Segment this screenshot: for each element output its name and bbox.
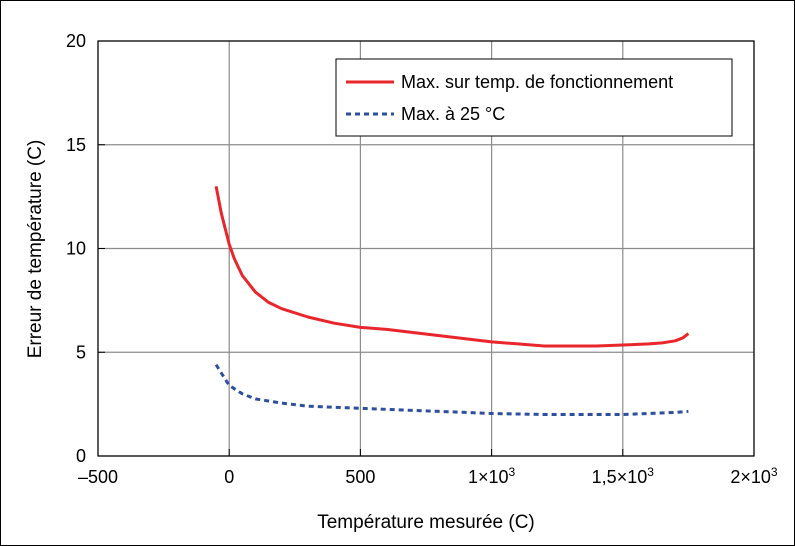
x-tick-label: 1×103 [468,465,516,487]
x-tick-label: –500 [78,467,118,487]
y-tick-label: 10 [66,239,86,259]
legend: Max. sur temp. de fonctionnement Max. à … [335,58,733,137]
x-tick-label: 0 [224,467,234,487]
series-line-25c [214,363,689,416]
x-tick-exponent: 3 [647,465,654,479]
legend-box [335,58,733,137]
y-tick-label: 5 [76,342,86,362]
y-tick-label: 15 [66,135,86,155]
x-tick-label: 2×103 [730,465,778,487]
y-tick-label: 20 [66,31,86,51]
x-tick-label: 1,5×103 [592,465,655,487]
y-axis-title: Erreur de température (C) [25,140,46,359]
series-layer [214,186,690,416]
x-tick-label: 500 [345,467,375,487]
x-axis-title: Température mesurée (C) [317,512,535,533]
legend-label-25c: Max. à 25 °C [401,104,505,124]
legend-label-operating-temp: Max. sur temp. de fonctionnement [401,72,673,92]
plot-border [97,40,755,457]
x-tick-exponent: 3 [771,465,778,479]
series-line-operating-temp [214,186,690,348]
y-tick-label: 0 [76,446,86,466]
x-tick-exponent: 3 [509,465,516,479]
